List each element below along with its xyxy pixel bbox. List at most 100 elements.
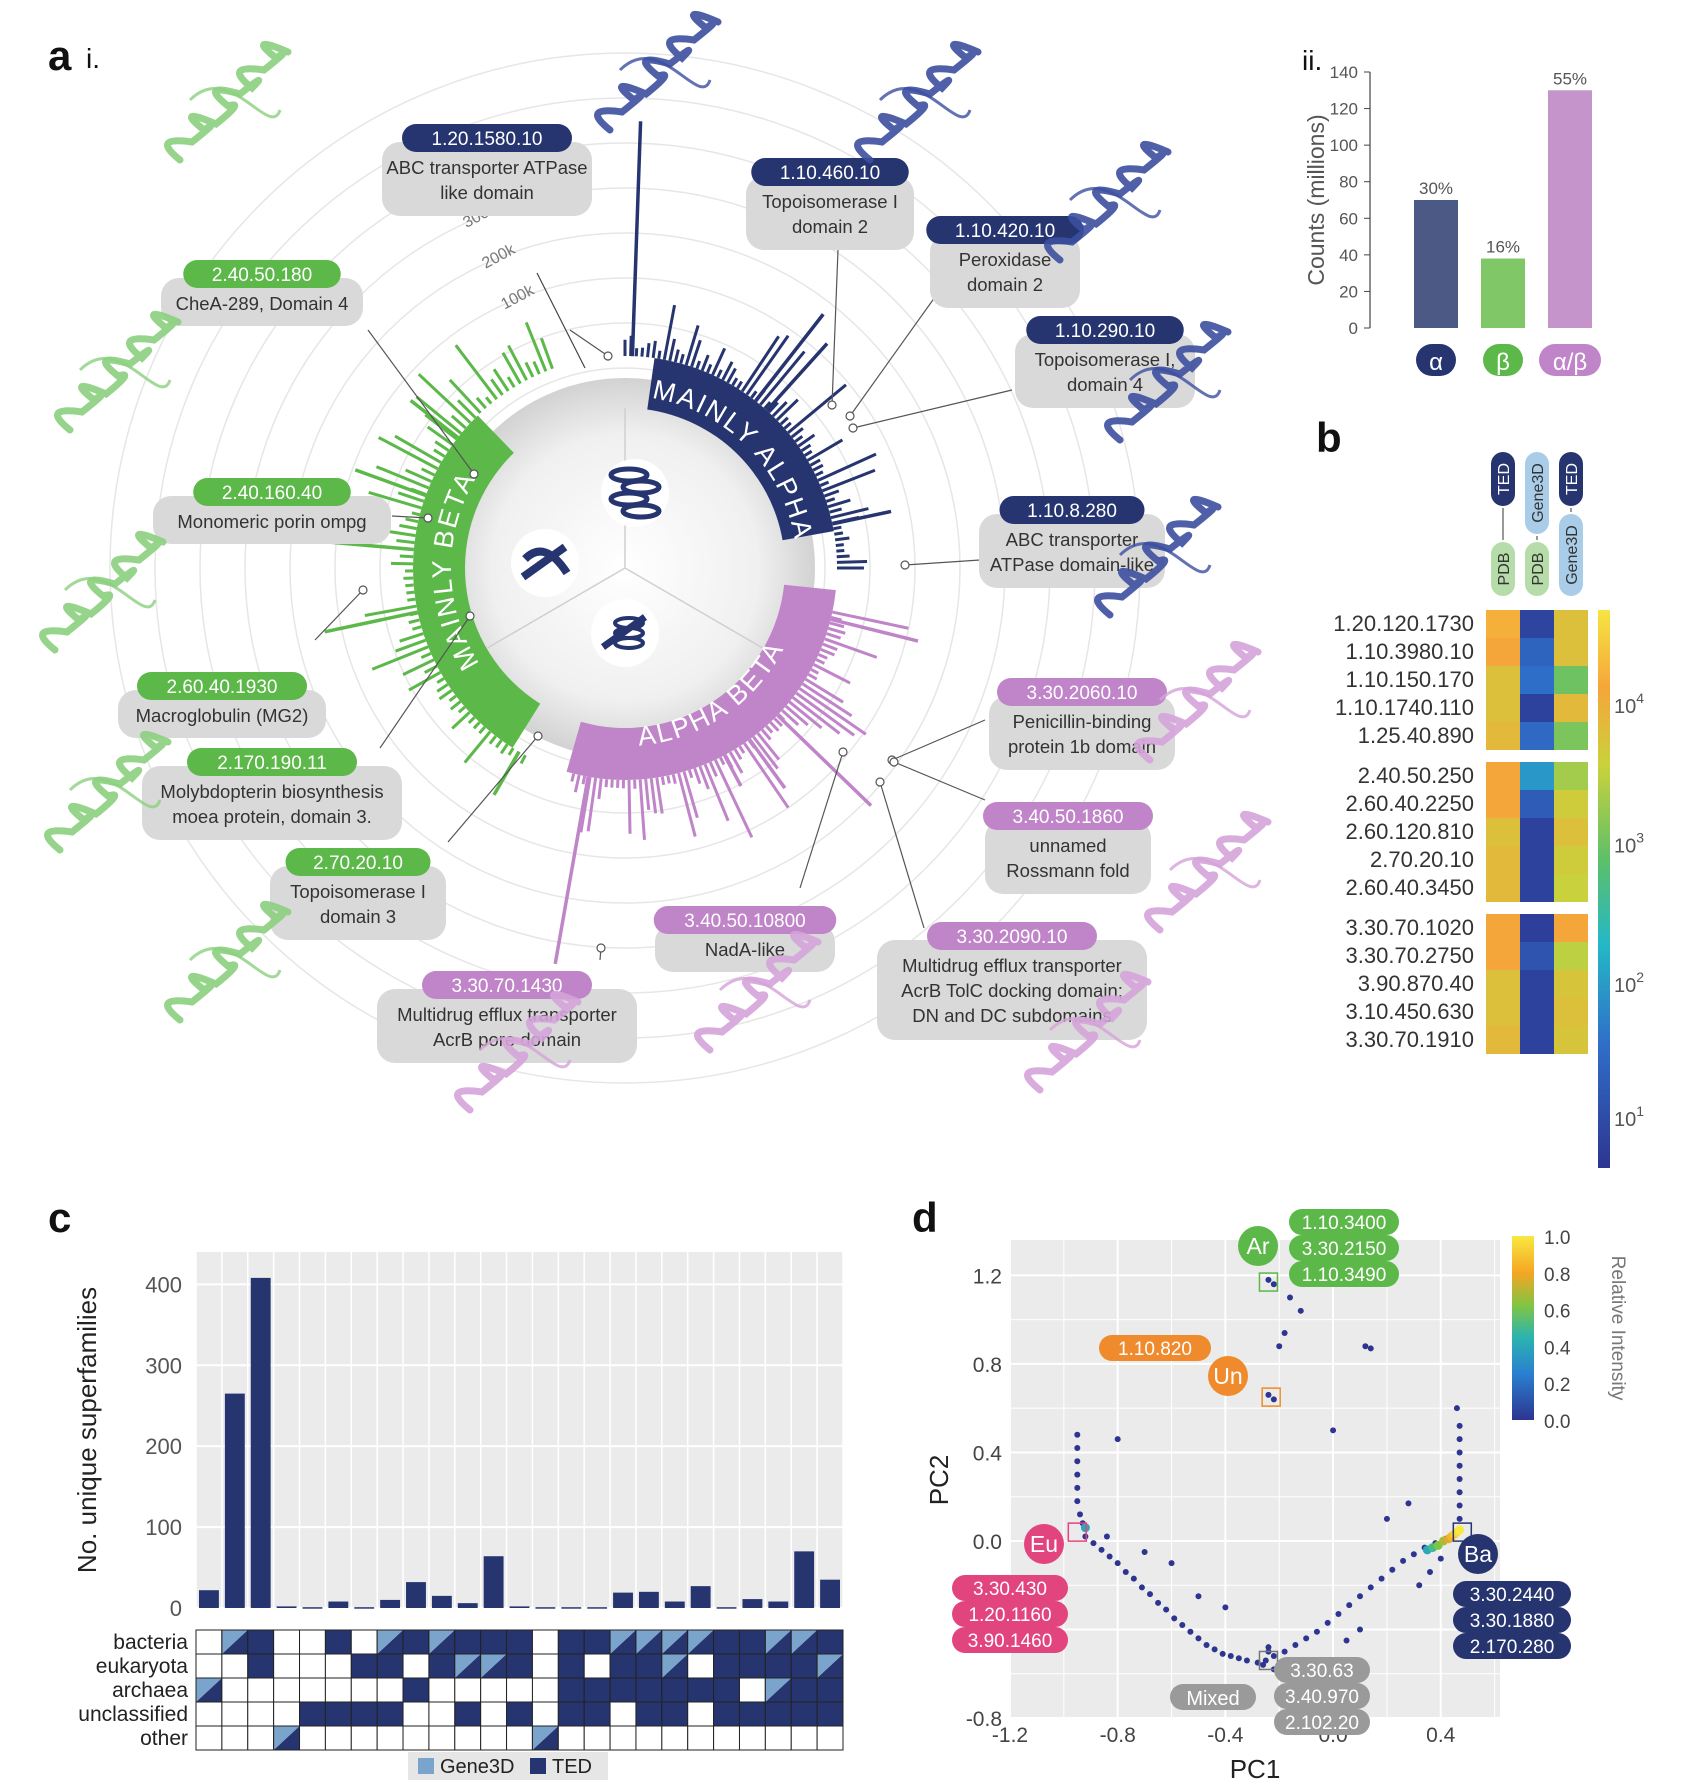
y-tick-label: 0.4 (973, 1442, 1003, 1465)
matrix-cell (299, 1629, 326, 1655)
group-ar-id-text: 1.10.3490 (1302, 1265, 1387, 1286)
radial-bar-highlight (754, 313, 825, 403)
annotation-3.30.2060.10: 3.30.2060.10 Penicillin-binding protein 1b… (989, 678, 1175, 770)
radial-bar (524, 361, 535, 378)
matrix-cell-gene3d-half (532, 1726, 559, 1750)
matrix-cell (324, 1725, 352, 1751)
annotation-id-badge (927, 922, 1097, 950)
matrix-cell (764, 1725, 792, 1751)
bar (354, 1607, 375, 1609)
column-pill-label: PDB (1496, 553, 1513, 586)
y-tick-label: 100 (1330, 136, 1358, 155)
loop (78, 357, 172, 389)
scatter-point (1179, 1622, 1186, 1629)
radial-bar (834, 531, 844, 536)
annotation-id: 2.170.190.11 (217, 753, 327, 774)
structure-cartoon (694, 930, 822, 1054)
radial-bar (405, 468, 433, 483)
sheet-icon (520, 543, 571, 581)
leader-dot (533, 731, 543, 741)
matrix-cell (531, 1701, 559, 1727)
matrix-cell-gene3d-half (765, 1630, 792, 1654)
helix-turn (620, 502, 662, 520)
radial-bar (698, 765, 710, 790)
radial-bar (803, 449, 813, 457)
scatter-point (1357, 1593, 1363, 1600)
radial-bar (495, 739, 503, 749)
radial-bar (800, 443, 812, 453)
matrix-cell (454, 1725, 482, 1751)
matrix-cell-gene3d-half (661, 1630, 688, 1654)
group-ba-badge (1458, 1534, 1498, 1574)
radial-bar (501, 351, 522, 385)
group-ba-id (1453, 1581, 1571, 1607)
radial-bar (406, 590, 415, 595)
scatter-point (1168, 1560, 1175, 1567)
annotation-desc: Multidrug efflux transporter (397, 1004, 617, 1025)
heatmap-row-label: 2.60.40.2250 (1346, 791, 1474, 816)
scatter-point (1357, 1626, 1363, 1633)
loop (878, 87, 972, 119)
heatmap-row-label: 3.90.870.40 (1358, 971, 1474, 996)
radial-bar (395, 638, 427, 653)
y-tick-label: 200 (145, 1434, 182, 1459)
group-box-Un (1261, 1387, 1281, 1407)
heatmap-row-label: 1.10.3980.10 (1346, 639, 1474, 664)
scatter-point (1287, 1294, 1293, 1301)
ribbon (1024, 970, 1152, 1094)
annotation-1.10.420.10: 1.10.420.10 Peroxidase domain 2 (926, 216, 1084, 308)
matrix-cell (557, 1653, 585, 1679)
radial-bar (823, 489, 840, 498)
matrix-cell (376, 1677, 404, 1703)
class-count-bar-chart: 0 20 40 60 80 100 120 140 Counts (millions) 30% α 1… (1303, 63, 1601, 376)
heatmap-cell (1520, 874, 1554, 902)
legend-label-ted: TED (552, 1756, 592, 1778)
heatmap-cell (1554, 846, 1588, 874)
radial-bar (436, 683, 449, 693)
annotation-id: 2.40.50.180 (212, 265, 312, 286)
leader-line (904, 559, 981, 566)
group-eu-id (952, 1601, 1068, 1627)
group-mixed-id (1274, 1683, 1370, 1709)
matrix-cell (506, 1629, 533, 1655)
matrix-cell (221, 1653, 249, 1679)
radial-bar (693, 767, 702, 785)
matrix-cell (790, 1701, 818, 1727)
sector-divider (624, 567, 763, 649)
structure-cartoon (854, 40, 982, 164)
loop (1158, 687, 1252, 719)
radial-bar (833, 525, 842, 531)
structure-cartoon (594, 10, 722, 134)
matrix-cell (687, 1701, 715, 1727)
heatmap-cell (1486, 942, 1520, 970)
y-tick-label: 0.8 (973, 1354, 1002, 1377)
matrix-row-label: eukaryota (96, 1655, 189, 1678)
group-eu-id-text: 1.20.1160 (968, 1605, 1051, 1626)
bar-percent-label: 16% (1486, 238, 1520, 257)
matrix-row-label: unclassified (78, 1703, 188, 1726)
radial-bar (706, 363, 713, 374)
annotation-id-badge (193, 478, 351, 506)
matrix-cell (816, 1629, 844, 1655)
group-ba-id-text: 2.170.280 (1470, 1637, 1555, 1658)
colorbar-tick-label: 0.8 (1544, 1265, 1570, 1286)
matrix-cell (480, 1701, 508, 1727)
scatter-point (1138, 1584, 1145, 1591)
scatter-point (1265, 1391, 1272, 1398)
scatter-point (1281, 1329, 1288, 1336)
heatmap-cell (1486, 610, 1520, 638)
scatter-point (1456, 1422, 1463, 1429)
radial-bar (581, 775, 587, 785)
matrix-cell (661, 1725, 689, 1751)
annotation-box (161, 278, 363, 326)
radial-bar (638, 779, 646, 841)
scatter-point (1235, 1655, 1242, 1662)
loop (618, 57, 712, 89)
radial-bar (809, 458, 821, 467)
x-tick-label: -1.2 (992, 1724, 1028, 1747)
structure-cartoon (1024, 970, 1152, 1094)
y-axis-label: No. unique superfamilies (72, 1287, 102, 1573)
group-eu-badge (1024, 1524, 1064, 1564)
leader-line (893, 761, 986, 801)
radial-bar (733, 748, 743, 761)
